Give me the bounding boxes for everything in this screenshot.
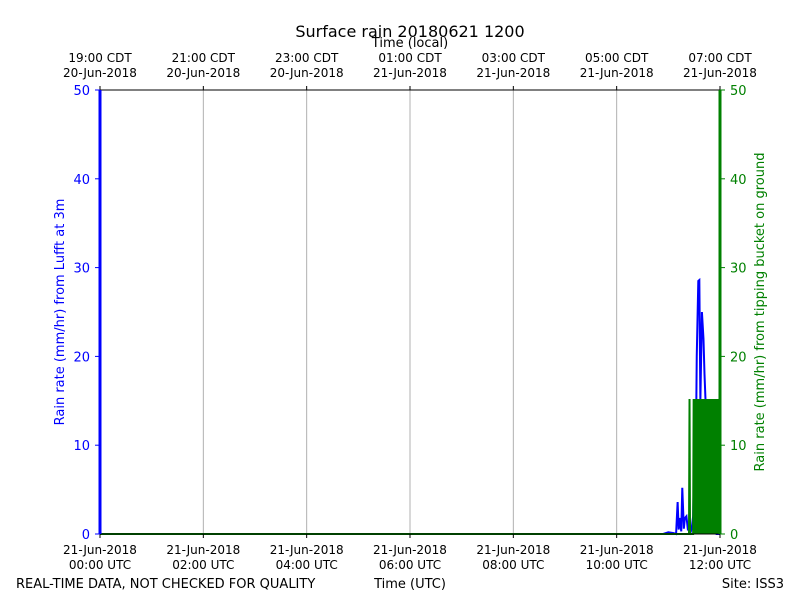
x-tick-label-bottom-date: 21-Jun-2018 [63,543,137,557]
x-tick-label-bottom-date: 21-Jun-2018 [580,543,654,557]
y-tick-label-right: 30 [730,262,747,277]
x-tick-label-top-date: 20-Jun-2018 [270,66,344,80]
x-tick-label-top-date: 21-Jun-2018 [683,66,757,80]
x-tick-label-top-time: 01:00 CDT [378,51,442,65]
tipping-bucket-rain-line [100,89,721,535]
bottom-axis-label: Time (UTC) [373,577,446,592]
x-tick-label-bottom-time: 00:00 UTC [69,558,131,572]
x-tick-label-bottom-date: 21-Jun-2018 [373,543,447,557]
x-tick-label-top-time: 03:00 CDT [482,51,546,65]
y-tick-label-right: 0 [730,528,738,543]
x-tick-label-bottom-time: 06:00 UTC [379,558,441,572]
x-tick-label-top-time: 07:00 CDT [688,51,752,65]
x-tick-label-bottom-date: 21-Jun-2018 [476,543,550,557]
y-tick-label-right: 40 [730,173,747,188]
x-tick-label-top-date: 20-Jun-2018 [166,66,240,80]
x-tick-label-bottom-time: 04:00 UTC [276,558,338,572]
x-tick-label-top-date: 21-Jun-2018 [580,66,654,80]
x-tick-label-bottom-time: 12:00 UTC [689,558,751,572]
y-tick-label-left: 10 [73,439,90,454]
x-tick-label-top-time: 05:00 CDT [585,51,649,65]
x-tick-label-bottom-date: 21-Jun-2018 [270,543,344,557]
y-tick-label-left: 30 [73,262,90,277]
x-tick-label-bottom-time: 10:00 UTC [586,558,648,572]
grid-lines [202,90,618,534]
chart-title: Surface rain 20180621 1200 [295,22,524,41]
x-tick-label-bottom-time: 08:00 UTC [482,558,544,572]
x-tick-label-bottom-time: 02:00 UTC [172,558,234,572]
x-tick-label-top-date: 21-Jun-2018 [373,66,447,80]
top-axis-label: Time (local) [371,36,448,51]
x-tick-label-top-date: 21-Jun-2018 [476,66,550,80]
quality-disclaimer: REAL-TIME DATA, NOT CHECKED FOR QUALITY [16,577,315,592]
right-axis-label: Rain rate (mm/hr) from tipping bucket on… [753,153,768,472]
x-tick-label-top-time: 21:00 CDT [172,51,236,65]
x-tick-label-bottom-date: 21-Jun-2018 [166,543,240,557]
y-tick-label-right: 20 [730,350,747,365]
y-tick-label-left: 50 [73,84,90,99]
left-axis-label: Rain rate (mm/hr) from Lufft at 3m [53,199,68,426]
y-tick-label-left: 40 [73,173,90,188]
y-tick-label-left: 20 [73,350,90,365]
y-tick-label-right: 10 [730,439,747,454]
y-tick-label-right: 50 [730,84,747,99]
data-series [100,89,721,536]
site-label: Site: ISS3 [722,577,784,592]
x-tick-label-top-time: 23:00 CDT [275,51,339,65]
y-tick-label-left: 0 [82,528,90,543]
x-tick-label-top-date: 20-Jun-2018 [63,66,137,80]
x-tick-label-top-time: 19:00 CDT [68,51,132,65]
x-tick-label-bottom-date: 21-Jun-2018 [683,543,757,557]
